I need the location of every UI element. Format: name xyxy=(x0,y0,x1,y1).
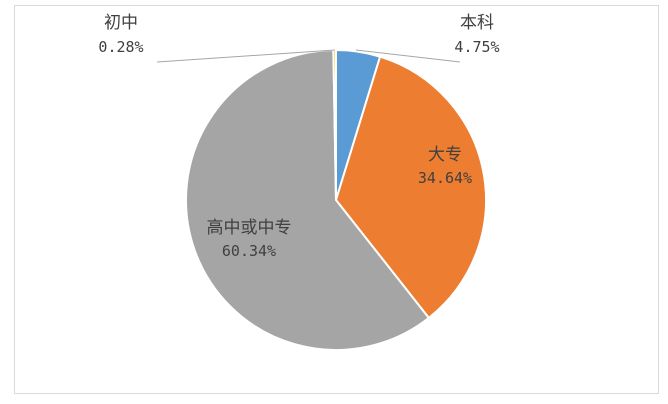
slice-label-name-0: 本科 xyxy=(460,13,494,33)
leader-lines xyxy=(156,49,461,63)
pie-slice-2 xyxy=(185,49,431,351)
slice-label-percent-2: 60.34% xyxy=(222,242,276,260)
slice-label-percent-1: 34.64% xyxy=(418,169,472,187)
slice-label-name-2: 高中或中专 xyxy=(207,218,292,238)
data-labels: 本科 4.75% 大专 34.64% 高中或中专 60.34% 初中 0.28% xyxy=(98,13,499,260)
slice-label-percent-3: 0.28% xyxy=(98,38,143,56)
leader-line-3 xyxy=(156,49,336,63)
slice-label-percent-0: 4.75% xyxy=(454,38,499,56)
slice-label-name-3: 初中 xyxy=(104,13,138,33)
pie-slice-1 xyxy=(334,55,487,320)
leader-line-0 xyxy=(355,49,461,63)
slice-label-name-1: 大专 xyxy=(428,145,462,165)
pie-slices xyxy=(185,48,487,351)
